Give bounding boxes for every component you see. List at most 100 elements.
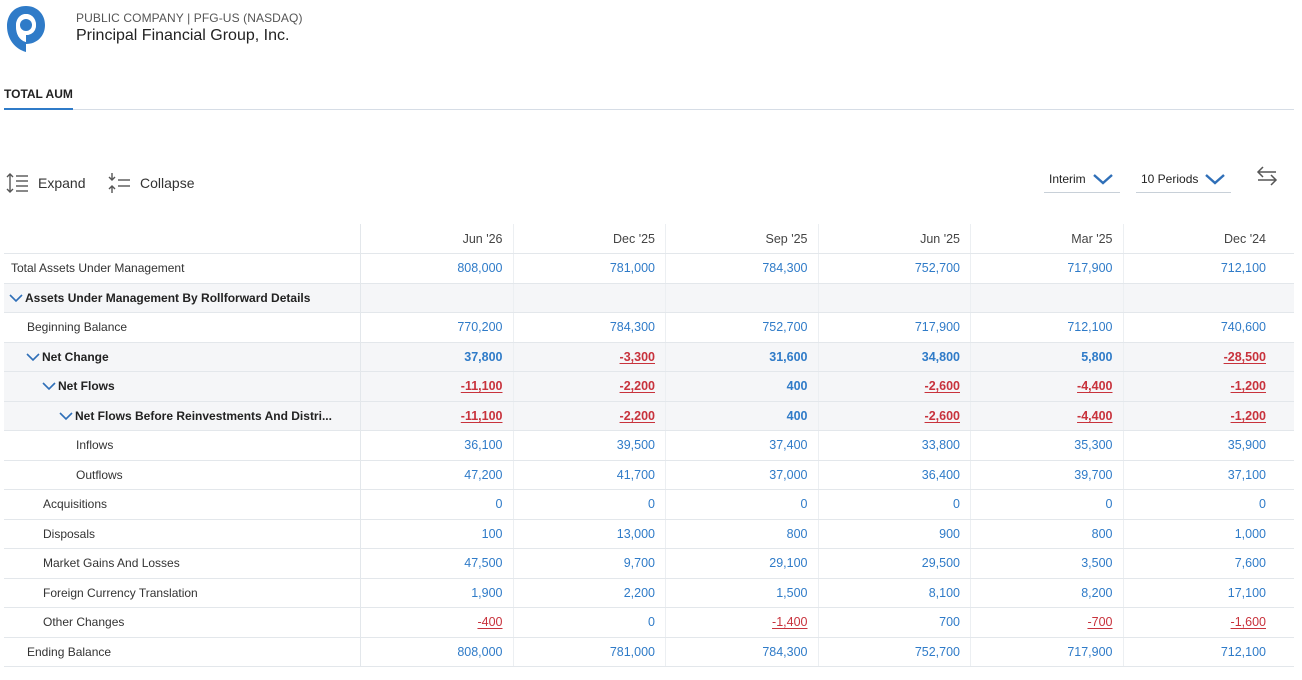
value-cell[interactable]: 34,800: [819, 342, 971, 371]
chevron-down-icon: [1092, 173, 1113, 185]
value-cell[interactable]: 9,700: [514, 549, 666, 578]
interim-dropdown[interactable]: Interim: [1044, 165, 1120, 193]
expand-button[interactable]: Expand: [6, 172, 85, 194]
value-cell[interactable]: -400: [361, 608, 514, 637]
value-cell[interactable]: 37,100: [1227, 467, 1266, 482]
value-cell[interactable]: 808,000: [361, 254, 514, 283]
periods-dropdown[interactable]: 10 Periods: [1136, 165, 1231, 193]
value-cell[interactable]: -11,100: [361, 401, 514, 430]
group-toggle[interactable]: Net Change: [4, 342, 361, 371]
value-cell[interactable]: 5,800: [971, 342, 1124, 371]
value-cell[interactable]: 7,600: [1234, 556, 1266, 571]
column-header[interactable]: Dec '25: [514, 224, 666, 253]
collapse-button[interactable]: Collapse: [108, 172, 194, 194]
value-cell[interactable]: 0: [361, 490, 514, 519]
value-cell[interactable]: 717,900: [971, 254, 1124, 283]
value-cell[interactable]: -2,200: [514, 401, 666, 430]
value-cell[interactable]: -11,100: [361, 372, 514, 401]
value-cell[interactable]: 8,100: [819, 578, 971, 607]
value-cell[interactable]: -1,200: [1230, 408, 1266, 423]
value-cell[interactable]: 717,900: [971, 637, 1124, 666]
value-cell[interactable]: 13,000: [514, 519, 666, 548]
value-cell[interactable]: 0: [514, 608, 666, 637]
value-cell[interactable]: -700: [971, 608, 1124, 637]
value-cell[interactable]: 712,100: [1220, 644, 1266, 659]
value-cell[interactable]: 0: [971, 490, 1124, 519]
column-header[interactable]: Dec '24: [1224, 231, 1266, 246]
value-cell[interactable]: 800: [971, 519, 1124, 548]
column-header[interactable]: Sep '25: [666, 224, 819, 253]
value-cell[interactable]: 33,800: [819, 431, 971, 460]
value-cell[interactable]: 1,900: [361, 578, 514, 607]
value-cell[interactable]: 41,700: [514, 460, 666, 489]
group-toggle[interactable]: Assets Under Management By Rollforward D…: [4, 283, 361, 312]
value-cell[interactable]: -4,400: [971, 372, 1124, 401]
value-cell[interactable]: -28,500: [1223, 349, 1266, 364]
value-cell[interactable]: 800: [666, 519, 819, 548]
value-cell[interactable]: 37,800: [361, 342, 514, 371]
empty-cell: [514, 283, 666, 312]
row-label: Total Assets Under Management: [4, 254, 361, 283]
value-cell[interactable]: 781,000: [514, 254, 666, 283]
value-cell[interactable]: 784,300: [666, 637, 819, 666]
value-cell[interactable]: 0: [1259, 497, 1266, 512]
value-cell[interactable]: 36,400: [819, 460, 971, 489]
value-cell[interactable]: 47,500: [361, 549, 514, 578]
table-row: Foreign Currency Translation 1,900 2,200…: [4, 578, 1294, 608]
value-cell[interactable]: 740,600: [1220, 320, 1266, 335]
value-cell[interactable]: -1,200: [1230, 379, 1266, 394]
value-cell[interactable]: 712,100: [971, 313, 1124, 342]
tab-total-aum[interactable]: TOTAL AUM: [4, 87, 73, 110]
value-cell[interactable]: 717,900: [819, 313, 971, 342]
column-header[interactable]: Jun '25: [819, 224, 971, 253]
value-cell[interactable]: -2,200: [514, 372, 666, 401]
value-cell[interactable]: 17,100: [1227, 585, 1266, 600]
value-cell[interactable]: 100: [361, 519, 514, 548]
value-cell[interactable]: -2,600: [819, 401, 971, 430]
value-cell[interactable]: 47,200: [361, 460, 514, 489]
value-cell[interactable]: 3,500: [971, 549, 1124, 578]
column-header[interactable]: Jun '26: [361, 224, 514, 253]
value-cell[interactable]: 784,300: [666, 254, 819, 283]
value-cell[interactable]: -2,600: [819, 372, 971, 401]
value-cell[interactable]: 29,100: [666, 549, 819, 578]
value-cell[interactable]: 0: [514, 490, 666, 519]
value-cell[interactable]: 712,100: [1220, 261, 1266, 276]
value-cell[interactable]: 752,700: [819, 254, 971, 283]
value-cell[interactable]: 700: [819, 608, 971, 637]
value-cell[interactable]: 0: [819, 490, 971, 519]
value-cell[interactable]: 752,700: [819, 637, 971, 666]
value-cell[interactable]: 36,100: [361, 431, 514, 460]
row-label: Market Gains And Losses: [4, 549, 361, 578]
value-cell[interactable]: 31,600: [666, 342, 819, 371]
value-cell[interactable]: 2,200: [514, 578, 666, 607]
value-cell[interactable]: 784,300: [514, 313, 666, 342]
value-cell[interactable]: -1,600: [1230, 615, 1266, 630]
value-cell[interactable]: 39,500: [514, 431, 666, 460]
value-cell[interactable]: 400: [666, 401, 819, 430]
value-cell[interactable]: 1,500: [666, 578, 819, 607]
group-toggle[interactable]: Net Flows: [4, 372, 361, 401]
value-cell[interactable]: 781,000: [514, 637, 666, 666]
value-cell[interactable]: 29,500: [819, 549, 971, 578]
value-cell[interactable]: 35,300: [971, 431, 1124, 460]
value-cell[interactable]: 35,900: [1227, 438, 1266, 453]
value-cell[interactable]: 8,200: [971, 578, 1124, 607]
value-cell[interactable]: 400: [666, 372, 819, 401]
column-header[interactable]: Mar '25: [971, 224, 1124, 253]
value-cell[interactable]: -4,400: [971, 401, 1124, 430]
value-cell[interactable]: 39,700: [971, 460, 1124, 489]
swap-columns-icon[interactable]: [1255, 164, 1279, 188]
value-cell[interactable]: 1,000: [1234, 526, 1266, 541]
group-toggle[interactable]: Net Flows Before Reinvestments And Distr…: [4, 401, 361, 430]
value-cell[interactable]: 900: [819, 519, 971, 548]
value-cell[interactable]: -1,400: [666, 608, 819, 637]
value-cell[interactable]: 752,700: [666, 313, 819, 342]
table-row: Market Gains And Losses 47,500 9,700 29,…: [4, 549, 1294, 579]
value-cell[interactable]: 37,400: [666, 431, 819, 460]
value-cell[interactable]: 808,000: [361, 637, 514, 666]
value-cell[interactable]: -3,300: [514, 342, 666, 371]
value-cell[interactable]: 770,200: [361, 313, 514, 342]
value-cell[interactable]: 37,000: [666, 460, 819, 489]
value-cell[interactable]: 0: [666, 490, 819, 519]
